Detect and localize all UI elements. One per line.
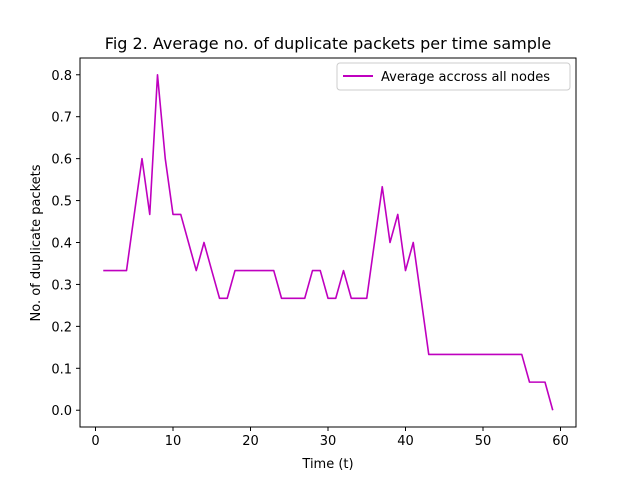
x-axis-label: Time (t) xyxy=(301,457,353,472)
y-tick-label: 0.2 xyxy=(51,320,72,335)
chart-title: Fig 2. Average no. of duplicate packets … xyxy=(105,34,551,53)
y-tick-label: 0.6 xyxy=(51,153,72,168)
series-line xyxy=(103,73,554,411)
y-tick-label: 0.3 xyxy=(51,278,72,293)
y-axis-label: No. of duplicate packets xyxy=(29,164,44,321)
y-tick-label: 0.5 xyxy=(51,195,72,210)
legend-box xyxy=(336,62,571,91)
y-axis: 0.0 0.1 0.2 0.3 0.4 0.5 0.6 0.7 0.8 xyxy=(51,69,80,419)
plot-area xyxy=(103,73,554,411)
x-tick-label: 20 xyxy=(242,434,259,449)
x-tick-label: 10 xyxy=(165,434,182,449)
x-axis: 0 10 20 30 40 50 60 xyxy=(91,427,569,449)
x-tick-label: 60 xyxy=(552,434,569,449)
y-tick-label: 0.8 xyxy=(51,69,72,84)
y-tick-label: 0.7 xyxy=(51,111,72,126)
x-tick-label: 40 xyxy=(397,434,414,449)
y-tick-label: 0.0 xyxy=(51,404,72,419)
legend: Average accross all nodes xyxy=(336,62,571,91)
x-tick-label: 0 xyxy=(91,434,99,449)
legend-label: Average accross all nodes xyxy=(381,70,550,85)
x-tick-label: 50 xyxy=(475,434,492,449)
y-tick-label: 0.4 xyxy=(51,237,72,252)
x-tick-label: 30 xyxy=(320,434,337,449)
y-tick-label: 0.1 xyxy=(51,362,72,377)
